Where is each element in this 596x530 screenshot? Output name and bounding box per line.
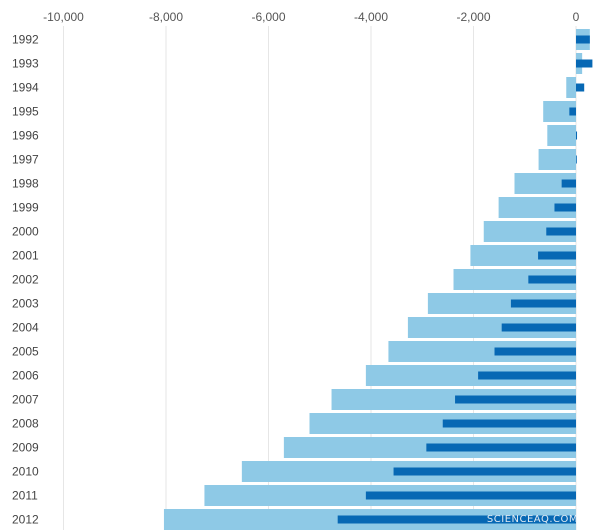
category-label: 2012 (12, 513, 39, 527)
x-axis-ticks: -10,000 -8,000 -6,000 -4,000 -2,000 0 (43, 10, 580, 24)
category-label: 1993 (12, 57, 39, 71)
bar-inner (426, 443, 576, 452)
bar-inner (546, 227, 576, 236)
category-label: 2002 (12, 273, 39, 287)
category-label: 1994 (12, 81, 39, 95)
x-tick-label: -4,000 (354, 10, 388, 24)
bar-outer (483, 221, 576, 242)
bar-inner (576, 35, 590, 44)
bar-inner (337, 515, 576, 524)
bar-inner (528, 275, 576, 284)
category-label: 2003 (12, 297, 39, 311)
x-tick-label: 0 (573, 10, 580, 24)
bar-inner (569, 107, 576, 116)
category-label: 2000 (12, 225, 39, 239)
bar-outer (427, 293, 576, 314)
bar-outer (498, 197, 576, 218)
bar-inner (510, 299, 576, 308)
category-label: 2007 (12, 393, 39, 407)
category-label: 2006 (12, 369, 39, 383)
bar-inner (538, 251, 576, 260)
bar-inner (455, 395, 576, 404)
x-tick-label: -8,000 (149, 10, 183, 24)
bar-outer (514, 173, 576, 194)
x-tick-label: -6,000 (251, 10, 285, 24)
bar-inner (494, 347, 576, 356)
bar-inner (576, 155, 577, 164)
bar-outer (538, 149, 576, 170)
x-tick-label: -10,000 (43, 10, 84, 24)
category-label: 2009 (12, 441, 39, 455)
bar-outer (470, 245, 576, 266)
watermark: SCIENCEAQ.COM (486, 514, 578, 525)
category-label: 2001 (12, 249, 39, 263)
category-label: 1992 (12, 33, 39, 47)
bars (163, 29, 593, 530)
bar-outer (331, 389, 576, 410)
category-label: 2005 (12, 345, 39, 359)
category-label: 1998 (12, 177, 39, 191)
bar-inner (365, 491, 576, 500)
bar-inner (561, 179, 576, 188)
category-label: 2004 (12, 321, 39, 335)
category-label: 2008 (12, 417, 39, 431)
bar-outer (547, 125, 576, 146)
bar-outer (543, 101, 576, 122)
category-label: 2010 (12, 465, 39, 479)
bar-inner (478, 371, 576, 380)
bar-inner (393, 467, 576, 476)
bar-outer (365, 365, 576, 386)
category-label: 1996 (12, 129, 39, 143)
category-label: 2011 (12, 489, 38, 503)
bar-outer (407, 317, 576, 338)
category-label: 1997 (12, 153, 39, 167)
y-axis-categories: 1992 1993 1994 1995 1996 1997 1998 1999 2000 2001… (12, 33, 39, 527)
bar-inner (576, 83, 585, 92)
bar-inner (501, 323, 576, 332)
category-label: 1995 (12, 105, 39, 119)
bar-outer (566, 77, 576, 98)
bar-inner (576, 131, 578, 140)
x-tick-label: -2,000 (456, 10, 490, 24)
category-label: 1999 (12, 201, 39, 215)
bar-inner (554, 203, 576, 212)
bar-outer (388, 341, 576, 362)
bar-outer (453, 269, 576, 290)
bar-inner (442, 419, 576, 428)
bar-inner (576, 59, 593, 68)
